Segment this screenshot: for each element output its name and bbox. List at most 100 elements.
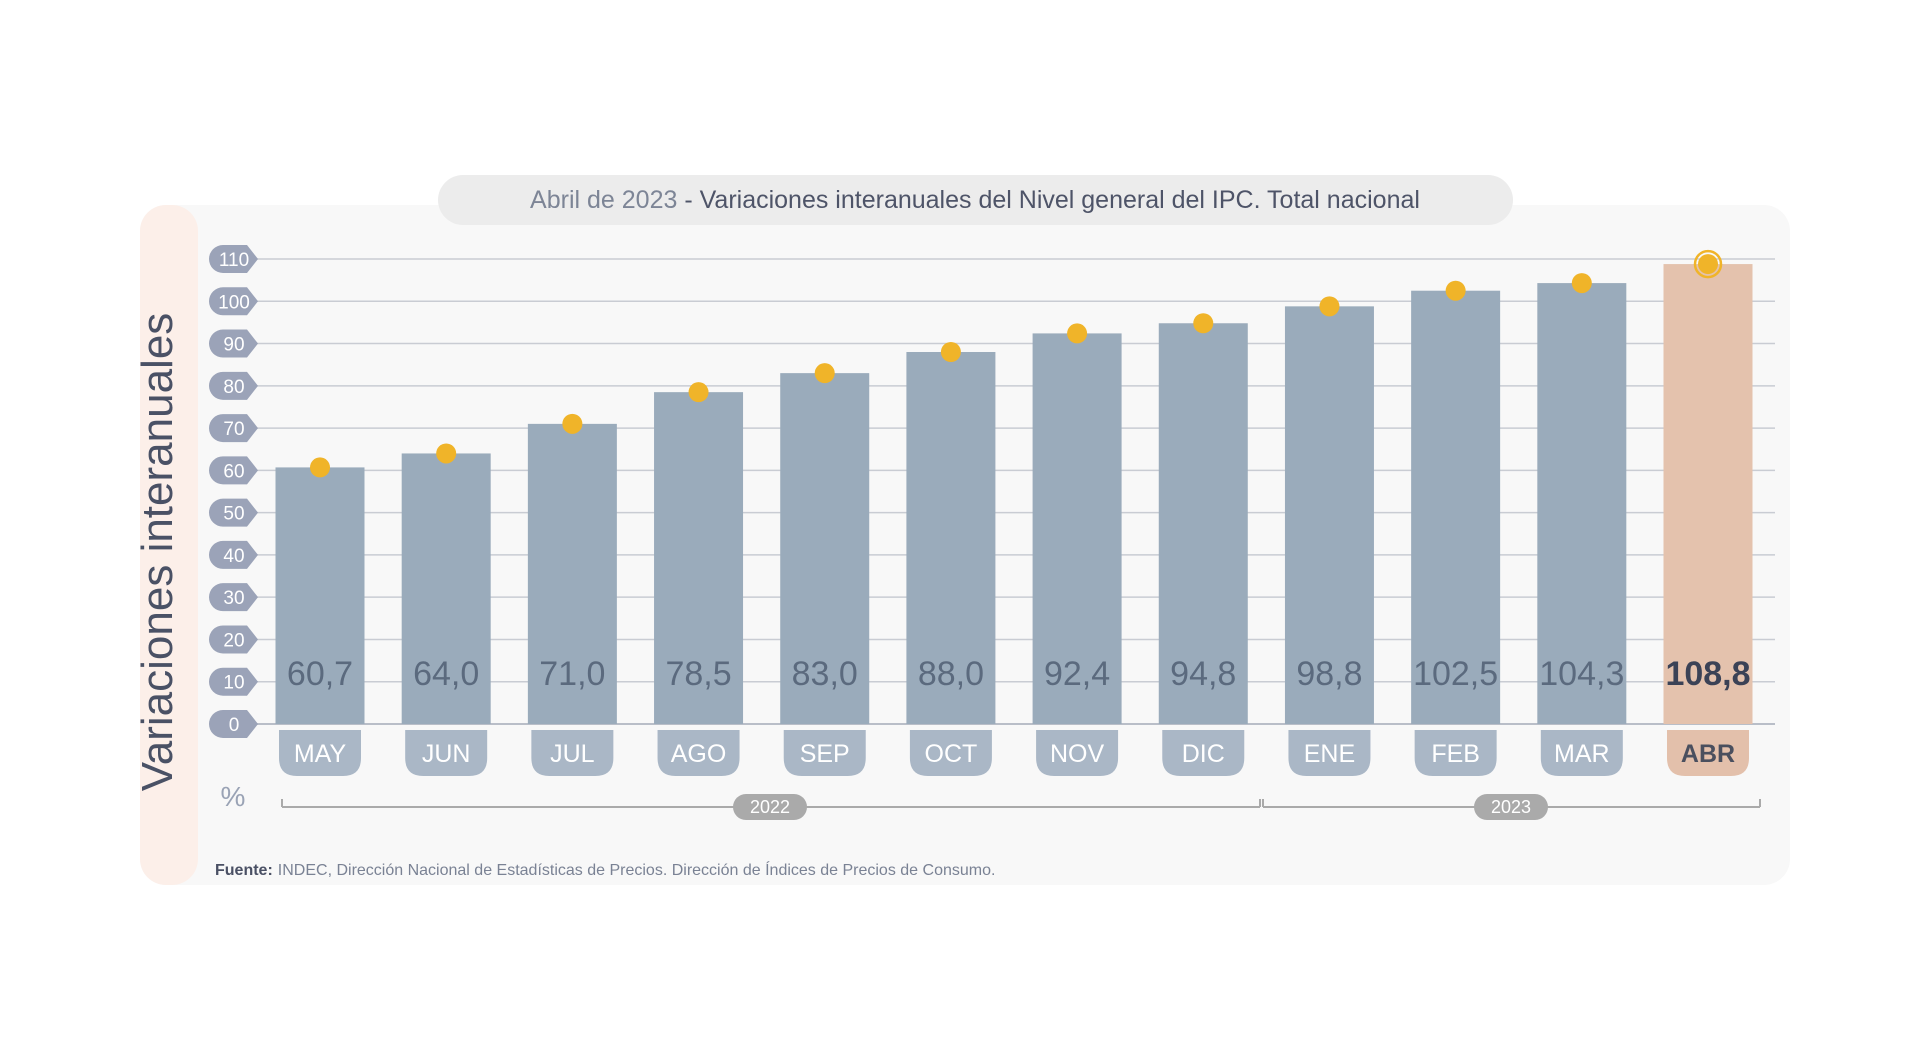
category-badge	[1288, 730, 1371, 776]
y-tick-badge	[209, 667, 258, 696]
y-tick: 40	[209, 540, 258, 569]
category-badge	[1162, 730, 1245, 776]
bar	[1284, 306, 1374, 724]
category-badge	[657, 730, 740, 776]
marker	[1445, 280, 1466, 301]
y-tick-label: 40	[223, 546, 244, 567]
y-tick-labels: 0 10 20 30 40 50 60 70 80 90 100 110	[209, 245, 258, 738]
y-tick-badge	[209, 245, 258, 273]
y-tick: 100	[209, 287, 258, 316]
category-label: JUL	[550, 740, 595, 768]
category-badge	[1414, 730, 1497, 776]
source-note: Fuente: INDEC, Dirección Nacional de Esta…	[215, 860, 995, 879]
source-text: INDEC, Dirección Nacional de Estadística…	[278, 860, 996, 879]
y-tick-label: 100	[218, 292, 250, 313]
category-badge	[279, 730, 361, 776]
markers	[310, 249, 1723, 478]
y-tick-label: 50	[223, 504, 244, 525]
bar	[401, 453, 491, 724]
value-label: 71,0	[539, 655, 605, 693]
y-tick: 110	[209, 245, 258, 273]
y-tick-label: 80	[223, 377, 244, 398]
bar	[906, 352, 996, 724]
category-label: MAR	[1554, 740, 1610, 768]
category-label-group: ABR	[1667, 730, 1749, 776]
category-label: ABR	[1681, 740, 1735, 768]
category-label-group: JUL	[531, 730, 614, 776]
y-tick: 50	[209, 498, 258, 527]
category-label: SEP	[800, 740, 850, 768]
category-label-group: FEB	[1414, 730, 1497, 776]
value-label: 102,5	[1413, 655, 1498, 693]
y-tick-badge	[209, 456, 258, 485]
category-label: NOV	[1050, 740, 1105, 768]
bar	[275, 467, 365, 724]
year-label: 2023	[1491, 797, 1531, 817]
value-label: 94,8	[1170, 655, 1236, 693]
y-unit-label: %	[221, 781, 246, 812]
value-labels: 60,7 64,0 71,0 78,5 83,0 88,0 92,4 94,8 98,8 102,…	[287, 655, 1751, 693]
year-groups: 2022 2023	[281, 794, 1761, 820]
category-label: MAY	[294, 740, 347, 768]
category-label-group: NOV	[1036, 730, 1119, 776]
marker-ring	[1693, 249, 1723, 279]
category-label: OCT	[925, 740, 978, 768]
marker	[940, 342, 961, 362]
category-label: AGO	[671, 740, 727, 768]
value-label: 104,3	[1539, 655, 1624, 693]
value-label: 98,8	[1296, 655, 1362, 693]
y-tick-label: 70	[223, 419, 244, 440]
value-label: 92,4	[1044, 655, 1110, 693]
y-tick-label: 20	[223, 630, 244, 651]
category-badge	[531, 730, 614, 776]
year-group: 2022	[281, 794, 1261, 820]
category-label-group: ENE	[1288, 730, 1371, 776]
y-tick: 70	[209, 414, 258, 443]
category-label: JUN	[422, 740, 471, 768]
bar	[1032, 333, 1122, 724]
category-label-group: DIC	[1162, 730, 1245, 776]
value-label: 60,7	[287, 655, 353, 693]
category-badge	[1036, 730, 1119, 776]
y-tick: 90	[209, 329, 258, 358]
category-labels: MAY JUN JUL AGO SEP OCT NOV DIC ENE FEB MAR ABR	[279, 730, 1749, 776]
category-label: ENE	[1304, 740, 1355, 768]
y-tick-label: 110	[219, 250, 249, 271]
marker	[436, 443, 457, 464]
category-badge	[909, 730, 992, 776]
y-tick-badge	[209, 287, 258, 316]
category-label-group: SEP	[783, 730, 866, 776]
y-tick-label: 90	[223, 335, 244, 356]
y-tick: 60	[209, 456, 258, 485]
bar	[1411, 290, 1501, 724]
year-group: 2023	[1262, 794, 1761, 820]
value-label: 64,0	[413, 655, 479, 693]
chart-panel-accent	[140, 205, 198, 885]
y-tick-badge	[209, 371, 258, 400]
y-tick: 80	[209, 371, 258, 400]
title-separator: -	[677, 186, 699, 214]
marker	[1319, 296, 1340, 317]
category-badge	[1540, 730, 1623, 776]
y-tick-label: 10	[223, 673, 244, 694]
category-badge	[405, 730, 488, 776]
bar	[780, 373, 870, 724]
title-main: Variaciones interanuales del Nivel gener…	[700, 186, 1420, 214]
marker	[562, 413, 583, 434]
grid-lines	[255, 258, 1775, 725]
y-tick: 30	[209, 583, 258, 612]
bars	[275, 264, 1753, 724]
y-tick-badge	[209, 625, 258, 654]
y-tick: 0	[209, 710, 258, 738]
y-tick-label: 0	[229, 715, 240, 736]
category-badge	[783, 730, 866, 776]
category-label-group: MAY	[279, 730, 361, 776]
marker	[1193, 313, 1214, 334]
marker	[688, 382, 709, 403]
y-tick-label: 60	[223, 461, 244, 482]
y-tick-badge	[209, 329, 258, 358]
marker	[1698, 254, 1718, 275]
y-tick-label: 30	[223, 588, 244, 609]
year-label: 2022	[750, 797, 790, 817]
